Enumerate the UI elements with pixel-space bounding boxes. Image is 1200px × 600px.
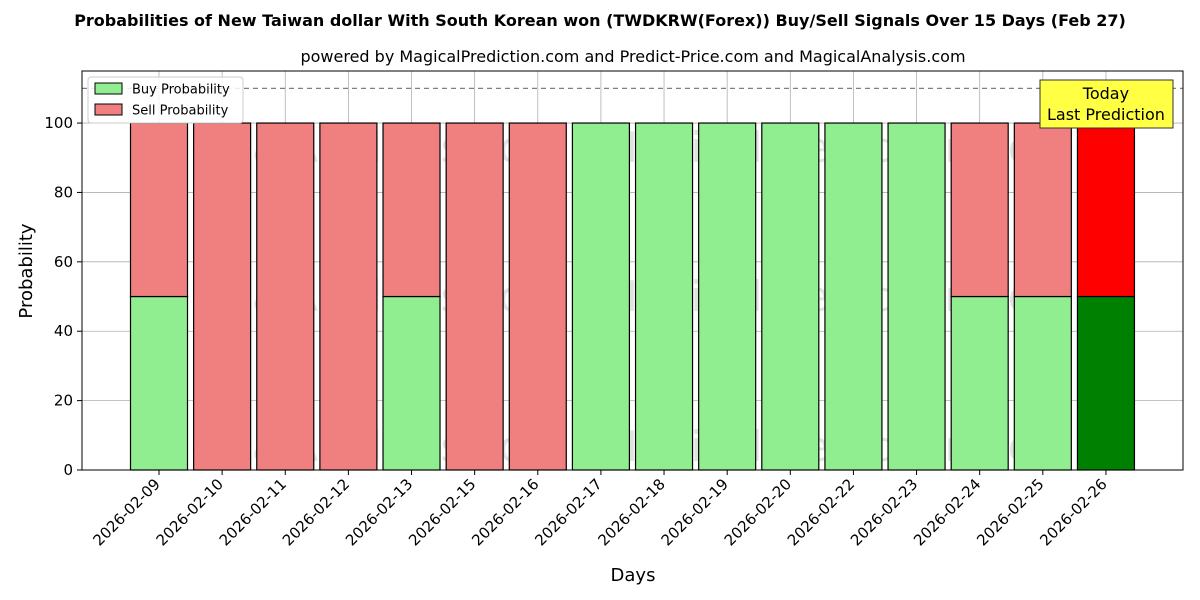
x-tick-label: 2026-02-23 <box>847 475 921 549</box>
legend <box>87 76 244 124</box>
y-tick-label: 0 <box>63 461 73 479</box>
x-tick-label: 2026-02-11 <box>216 475 290 549</box>
bar-sell <box>950 122 1009 298</box>
bar-buy <box>571 122 631 471</box>
legend-label-buy: Buy Probability <box>132 83 230 98</box>
chart-title: Probabilities of New Taiwan dollar With … <box>74 11 1126 30</box>
bar-buy <box>382 295 441 471</box>
y-tick-label: 80 <box>54 183 73 201</box>
legend-label-sell: Sell Probability <box>132 104 229 119</box>
chart-subtitle: powered by MagicalPrediction.com and Pre… <box>300 47 965 66</box>
y-tick-label: 20 <box>54 392 73 410</box>
x-tick-label: 2026-02-09 <box>89 475 163 549</box>
legend-swatch-buy <box>94 82 123 95</box>
x-tick-label: 2026-02-17 <box>531 475 605 549</box>
bar-sell <box>129 122 189 298</box>
annotation-line1: Today <box>1082 84 1129 103</box>
bar-buy <box>129 295 189 471</box>
bar-sell <box>1076 122 1136 298</box>
bar-buy <box>950 295 1009 471</box>
y-tick-label: 40 <box>54 322 73 340</box>
x-tick-label: 2026-02-18 <box>594 475 668 549</box>
bar-buy <box>634 122 694 471</box>
bar-sell <box>319 122 378 471</box>
annotation-line2: Last Prediction <box>1047 105 1165 124</box>
bar-buy <box>1076 295 1136 471</box>
bar-sell <box>193 122 252 471</box>
x-tick-label: 2026-02-13 <box>342 475 416 549</box>
bar-sell <box>445 122 504 471</box>
bar-sell <box>508 122 567 471</box>
x-tick-label: 2026-02-19 <box>658 475 732 549</box>
x-axis-label: Days <box>611 565 656 586</box>
x-tick-label: 2026-02-22 <box>784 475 858 549</box>
x-tick-label: 2026-02-20 <box>721 475 795 549</box>
bar-buy <box>887 122 946 471</box>
bar-sell <box>1013 122 1072 298</box>
bar-sell <box>256 122 315 471</box>
bar-sell <box>382 122 441 298</box>
x-tick-label: 2026-02-16 <box>468 475 542 549</box>
x-tick-label: 2026-02-15 <box>405 475 479 549</box>
y-tick-label: 100 <box>44 114 73 132</box>
plot-area: MagicalAnalysis.comMagicalPrediction.com… <box>44 70 1184 549</box>
bar-buy <box>698 122 757 471</box>
bar-buy <box>1013 295 1072 471</box>
y-axis-label: Probability <box>16 223 37 318</box>
bar-buy <box>824 122 883 471</box>
x-tick-label: 2026-02-24 <box>910 475 984 549</box>
x-tick-label: 2026-02-10 <box>153 475 227 549</box>
bar-buy <box>761 122 820 471</box>
x-tick-label: 2026-02-25 <box>973 475 1047 549</box>
annotation-box <box>1039 79 1174 129</box>
legend-swatch-sell <box>94 103 123 116</box>
x-tick-label: 2026-02-12 <box>279 475 353 549</box>
plot-frame <box>81 70 1184 471</box>
x-tick-label: 2026-02-26 <box>1036 475 1110 549</box>
y-tick-label: 60 <box>54 253 73 271</box>
